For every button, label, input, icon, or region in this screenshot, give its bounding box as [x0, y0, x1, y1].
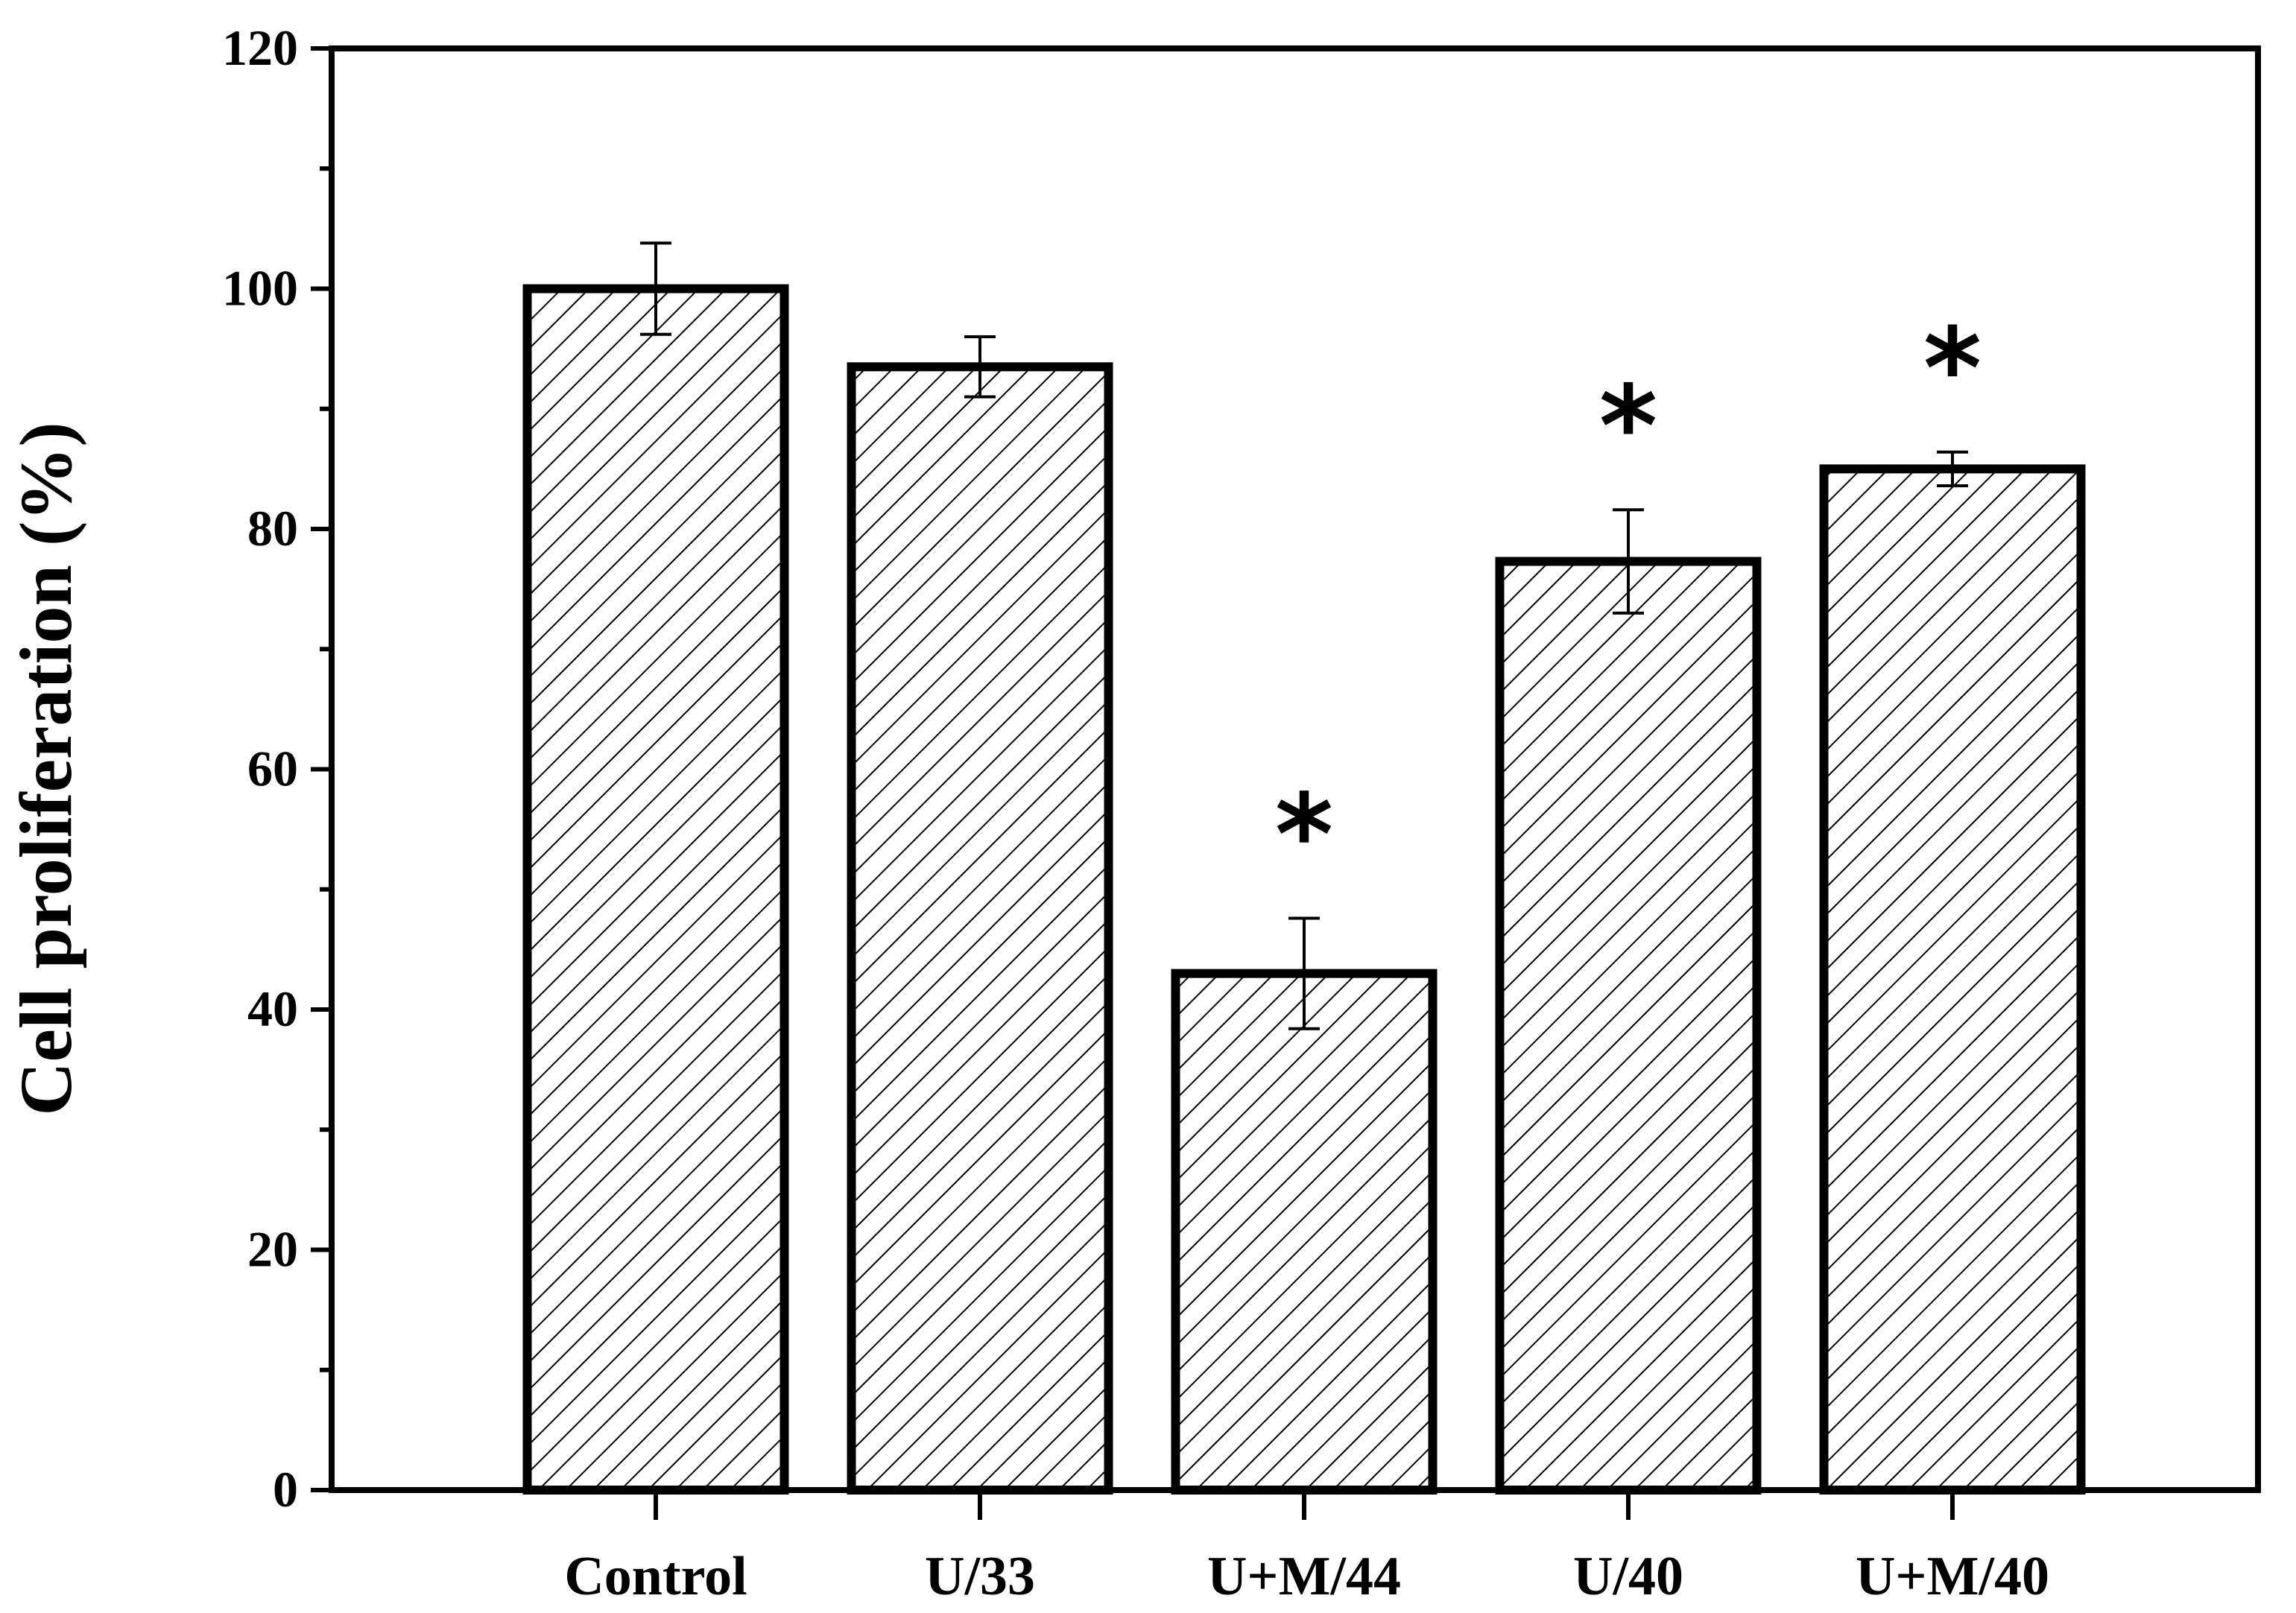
error-bars	[640, 241, 1968, 1030]
bar	[1171, 969, 1438, 1495]
y-tick-label: 100	[222, 260, 298, 317]
x-axis-ticks	[654, 1490, 1955, 1520]
significance-marks: * * *	[1275, 305, 1982, 901]
x-category-label: U+M/40	[1856, 1546, 2049, 1607]
significance-asterisk: *	[1923, 305, 1982, 434]
bar	[1495, 557, 1762, 1495]
y-tick-label: 60	[247, 741, 298, 797]
y-tick-label: 120	[222, 19, 298, 76]
y-tick-label: 0	[273, 1461, 298, 1518]
significance-asterisk: *	[1599, 362, 1657, 492]
x-category-label: Control	[564, 1546, 747, 1607]
y-axis-title: Cell proliferation (%)	[4, 422, 87, 1115]
bars	[522, 284, 2086, 1495]
x-category-label: U/40	[1573, 1546, 1683, 1607]
bar	[1819, 464, 2086, 1495]
y-tick-label: 40	[247, 980, 298, 1037]
bar	[847, 362, 1113, 1495]
y-tick-label: 80	[247, 500, 298, 557]
x-category-label: U/33	[925, 1546, 1035, 1607]
category-labels: Control U/33 U+M/44 U/40 U+M/40	[564, 1546, 2049, 1607]
significance-asterisk: *	[1275, 770, 1333, 900]
bar	[522, 284, 789, 1495]
y-tick-label: 20	[247, 1221, 298, 1278]
y-axis-ticks: 0 20 40 60 80 100 120	[222, 19, 332, 1518]
x-category-label: U+M/44	[1207, 1546, 1401, 1607]
